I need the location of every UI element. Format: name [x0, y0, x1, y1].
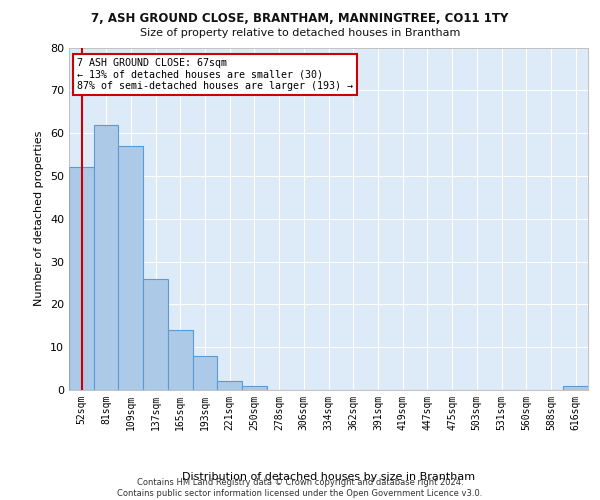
Bar [193, 356, 217, 390]
Bar [69, 168, 94, 390]
Y-axis label: Number of detached properties: Number of detached properties [34, 131, 44, 306]
Text: Size of property relative to detached houses in Brantham: Size of property relative to detached ho… [140, 28, 460, 38]
Text: Contains HM Land Registry data © Crown copyright and database right 2024.
Contai: Contains HM Land Registry data © Crown c… [118, 478, 482, 498]
X-axis label: Distribution of detached houses by size in Brantham: Distribution of detached houses by size … [182, 472, 475, 482]
Bar [563, 386, 588, 390]
Bar [168, 330, 193, 390]
Text: 7 ASH GROUND CLOSE: 67sqm
← 13% of detached houses are smaller (30)
87% of semi-: 7 ASH GROUND CLOSE: 67sqm ← 13% of detac… [77, 58, 353, 91]
Bar [242, 386, 267, 390]
Bar [143, 278, 168, 390]
Text: 7, ASH GROUND CLOSE, BRANTHAM, MANNINGTREE, CO11 1TY: 7, ASH GROUND CLOSE, BRANTHAM, MANNINGTR… [91, 12, 509, 26]
Bar [217, 382, 242, 390]
Bar [94, 124, 118, 390]
Bar [118, 146, 143, 390]
